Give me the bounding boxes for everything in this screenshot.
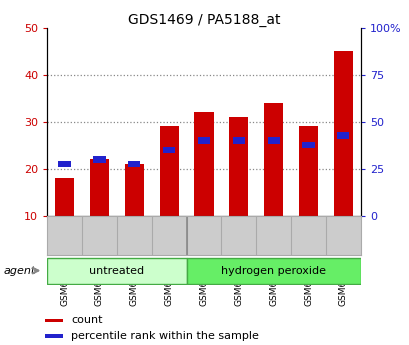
Bar (186, 258, 360, 284)
Bar (128, 161, 140, 167)
Bar (232, 137, 244, 144)
Text: untreated: untreated (89, 266, 144, 276)
Bar (198, 137, 209, 144)
Bar (194, 112, 213, 216)
Bar (337, 132, 348, 139)
Bar (229, 117, 248, 216)
Bar (263, 103, 283, 216)
Bar (302, 142, 314, 148)
Bar (93, 156, 105, 162)
Bar (267, 137, 279, 144)
Bar (159, 126, 178, 216)
Bar (58, 161, 70, 167)
Text: percentile rank within the sample: percentile rank within the sample (71, 331, 258, 341)
Bar (333, 51, 352, 216)
Bar (163, 147, 175, 153)
Text: agent: agent (4, 266, 36, 276)
Bar (298, 126, 317, 216)
Bar (45, 334, 63, 338)
Text: hydrogen peroxide: hydrogen peroxide (220, 266, 326, 276)
Title: GDS1469 / PA5188_at: GDS1469 / PA5188_at (128, 12, 279, 27)
Text: count: count (71, 315, 102, 325)
Bar (47, 258, 186, 284)
Bar (124, 164, 144, 216)
Bar (45, 318, 63, 322)
Bar (90, 159, 109, 216)
Bar (55, 178, 74, 216)
